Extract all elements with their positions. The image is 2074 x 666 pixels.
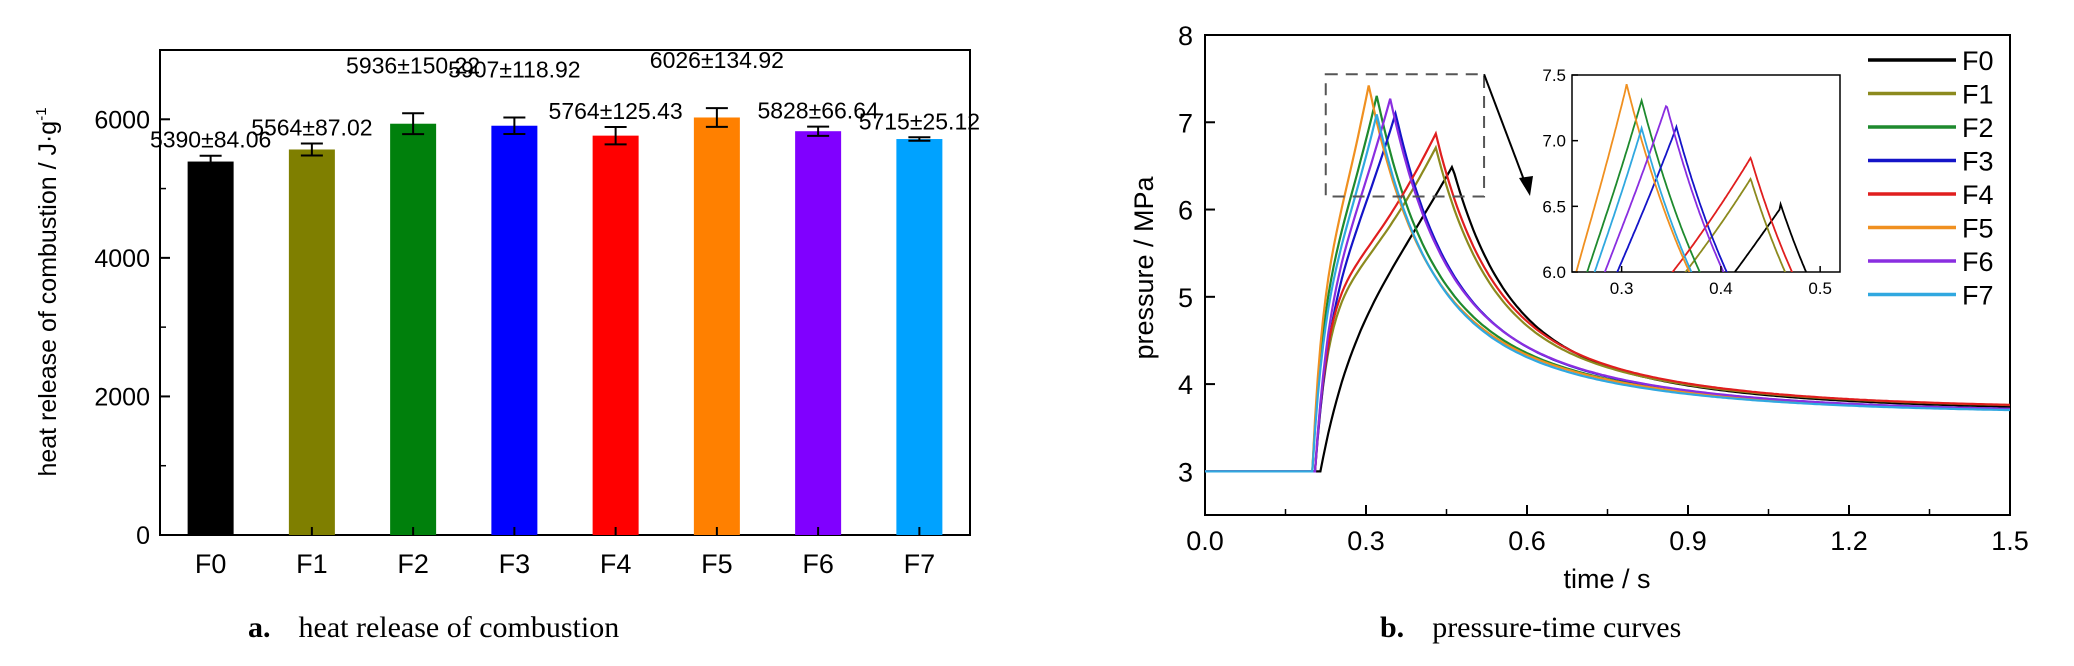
bar-data-label: 5390±84.06 xyxy=(150,127,271,153)
bar-ytick-label: 2000 xyxy=(94,383,150,411)
inset-plot: 6.0 6.5 7.0 7.5 0.3 0.4 0.5 xyxy=(1542,66,1841,298)
legend-label-F0: F0 xyxy=(1962,46,1994,76)
bar-xtick-label: F4 xyxy=(600,549,632,579)
bar-data-label: 5907±118.92 xyxy=(448,56,580,82)
inset-curve-F5 xyxy=(1575,83,1691,272)
bar-xtick-label: F0 xyxy=(195,549,227,579)
bar-chart-caption-letter: a. xyxy=(248,611,271,644)
inset-curve-F2 xyxy=(1586,97,1701,272)
bar-data-label: 6026±134.92 xyxy=(650,47,784,73)
inset-curve-F0 xyxy=(1733,200,1808,272)
bar-data-label: 5936±150.22 xyxy=(346,52,480,78)
bar-F2 xyxy=(390,123,437,535)
legend-label-F4: F4 xyxy=(1962,180,1994,210)
bar-F3 xyxy=(491,125,538,536)
inset-curve-F3 xyxy=(1616,123,1728,272)
legend-label-F5: F5 xyxy=(1962,214,1994,244)
line-ytick-label: 6 xyxy=(1178,196,1193,226)
legend-label-F2: F2 xyxy=(1962,113,1994,143)
bar-chart-caption-text: heat release of combustion xyxy=(299,611,620,644)
zoom-arrowhead xyxy=(1519,176,1533,196)
inset-frame xyxy=(1571,74,1841,273)
legend-label-F3: F3 xyxy=(1962,147,1994,177)
inset-ytick-label: 6.5 xyxy=(1542,197,1566,216)
bar-F7 xyxy=(896,139,943,535)
zoom-arrow xyxy=(1483,73,1528,189)
line-ytick-label: 3 xyxy=(1178,457,1193,487)
line-xtick-label: 1.5 xyxy=(1991,526,2029,556)
pressure-curve-F7 xyxy=(1205,114,2010,473)
line-chart-ylabel: pressure / MPa xyxy=(1129,175,1159,359)
inset-xtick-label: 0.4 xyxy=(1709,279,1733,298)
bar-chart-plot-frame xyxy=(159,49,971,536)
legend-label-F7: F7 xyxy=(1962,281,1994,311)
bar-ytick-label: 6000 xyxy=(94,106,150,134)
inset-curve-F6 xyxy=(1603,104,1725,272)
bar-F6 xyxy=(795,131,842,535)
bar-xtick-label: F5 xyxy=(701,549,733,579)
inset-curves xyxy=(1575,83,1808,272)
bar-ytick-label: 0 xyxy=(136,522,150,550)
line-xtick-label: 1.2 xyxy=(1830,526,1868,556)
line-chart-pressure-time: 3 4 5 6 7 8 0.0 0.3 0.6 0.9 1.2 1.5 6.0 6.5 7.0 7.5 0.3 0… xyxy=(1129,21,2029,644)
line-ytick-label: 7 xyxy=(1178,108,1193,138)
bar-data-label: 5828±66.64 xyxy=(757,98,879,124)
bar-F5 xyxy=(693,117,740,535)
inset-ytick-label: 7.0 xyxy=(1542,132,1566,151)
line-chart-xlabel: time / s xyxy=(1563,564,1650,594)
bar-xtick-label: F1 xyxy=(296,549,328,579)
line-xtick-label: 0.3 xyxy=(1347,526,1385,556)
inset-ytick-label: 7.5 xyxy=(1542,66,1566,85)
line-xtick-label: 0.9 xyxy=(1669,526,1707,556)
bar-xtick-label: F7 xyxy=(904,549,936,579)
bar-chart-ylabel: heat release of combustion / J·g-1 xyxy=(33,107,62,476)
line-chart-caption-text: pressure-time curves xyxy=(1432,611,1681,644)
line-ytick-label: 4 xyxy=(1178,370,1193,400)
line-ytick-label: 5 xyxy=(1178,283,1193,313)
line-chart-caption-letter: b. xyxy=(1380,611,1404,644)
bar-F0 xyxy=(187,161,234,536)
pressure-curve-F6 xyxy=(1205,98,2011,473)
bar-F1 xyxy=(288,149,335,535)
line-xtick-label: 0.0 xyxy=(1186,526,1224,556)
line-ytick-label: 8 xyxy=(1178,21,1193,51)
inset-curve-F4 xyxy=(1671,156,1794,272)
bar-data-label: 5715±25.12 xyxy=(859,108,980,134)
legend-label-F1: F1 xyxy=(1962,80,1994,110)
inset-xtick-label: 0.5 xyxy=(1808,279,1832,298)
bar-data-label: 5564±87.02 xyxy=(251,114,372,140)
bar-xtick-label: F3 xyxy=(499,549,531,579)
bar-F4 xyxy=(592,135,639,535)
bar-ytick-label: 4000 xyxy=(94,245,150,273)
bar-xtick-label: F2 xyxy=(397,549,429,579)
line-chart-marks: 3 4 5 6 7 8 0.0 0.3 0.6 0.9 1.2 1.5 6.0 6.5 7.0 7.5 0.3 0… xyxy=(1178,21,2029,556)
inset-curve-F1 xyxy=(1684,177,1787,272)
inset-xtick-label: 0.3 xyxy=(1610,279,1634,298)
inset-ytick-label: 6.0 xyxy=(1542,263,1566,282)
bar-xtick-label: F6 xyxy=(802,549,834,579)
pressure-curve-F4 xyxy=(1205,130,2010,473)
line-chart-caption: b. pressure-time curves xyxy=(1380,611,1681,644)
legend-label-F6: F6 xyxy=(1962,247,1994,277)
line-xtick-label: 0.6 xyxy=(1508,526,1546,556)
bar-chart-caption: a. heat release of combustion xyxy=(248,611,619,644)
bar-data-label: 5764±125.43 xyxy=(549,98,683,124)
